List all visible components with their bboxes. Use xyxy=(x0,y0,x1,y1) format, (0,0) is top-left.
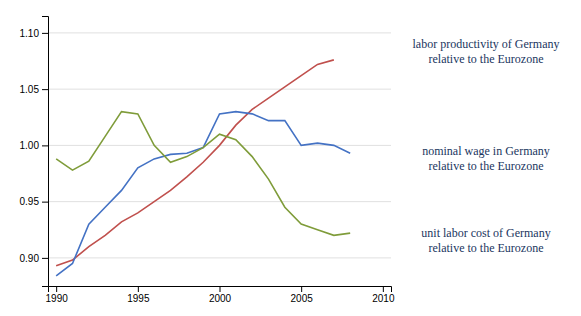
annotation: relative to the Eurozone xyxy=(429,241,544,255)
tick-label: 1995 xyxy=(127,293,150,304)
tick-label: 2005 xyxy=(291,293,314,304)
tick-mark xyxy=(42,89,48,90)
annotation: relative to the Eurozone xyxy=(429,159,544,173)
grid-line xyxy=(48,32,391,33)
grid-line xyxy=(48,257,391,258)
tick-mark xyxy=(42,33,48,34)
tick: 1.05 xyxy=(20,84,48,95)
tick-label: 1.10 xyxy=(20,28,40,39)
tick: 1.10 xyxy=(20,28,48,39)
tick-label: 0.90 xyxy=(20,253,40,264)
annotations: labor productivity of Germanyrelative to… xyxy=(413,37,560,256)
tick-mark xyxy=(42,202,48,203)
tick-mark xyxy=(56,286,57,292)
tick-label: 1.00 xyxy=(20,140,40,151)
tick-mark xyxy=(383,286,384,292)
tick: 1.00 xyxy=(20,140,48,151)
tick-mark xyxy=(42,258,48,259)
tick: 0.90 xyxy=(20,253,48,264)
x-axis: 1990 1995 2000 2005 2010 xyxy=(46,286,395,304)
tick: 1990 xyxy=(46,286,69,304)
tick: 2010 xyxy=(372,286,395,304)
annotation: relative to the Eurozone xyxy=(429,52,544,66)
tick-mark xyxy=(138,286,139,292)
tick-mark xyxy=(220,286,221,292)
tick-label: 2010 xyxy=(372,293,395,304)
plot-area: 1990 1995 2000 2005 2010 0.90 0.95 1.00 1.05 1.10 xyxy=(20,17,395,305)
tick: 2005 xyxy=(291,286,314,304)
tick: 0.95 xyxy=(20,196,48,207)
chart: 1990 1995 2000 2005 2010 0.90 0.95 1.00 1.05 1.10… xyxy=(0,0,581,316)
grid-line xyxy=(48,201,391,202)
lines xyxy=(56,60,350,276)
grid-line xyxy=(48,89,391,90)
annotation: labor productivity of Germany xyxy=(413,37,560,51)
tick-mark xyxy=(42,145,48,146)
series-line xyxy=(56,112,350,276)
tick-label: 1990 xyxy=(46,293,69,304)
series-line xyxy=(56,112,350,236)
annotation: nominal wage in Germany xyxy=(422,144,550,158)
tick: 2000 xyxy=(209,286,232,304)
series-line xyxy=(56,60,334,266)
y-axis: 0.90 0.95 1.00 1.05 1.10 xyxy=(20,17,49,287)
axis-line xyxy=(42,17,49,287)
tick-label: 2000 xyxy=(209,293,232,304)
axis-line xyxy=(49,287,392,293)
tick-mark xyxy=(301,286,302,292)
tick: 1995 xyxy=(127,286,150,304)
annotation: unit labor cost of Germany xyxy=(421,226,550,240)
tick-label: 0.95 xyxy=(20,196,40,207)
tick-label: 1.05 xyxy=(20,84,40,95)
